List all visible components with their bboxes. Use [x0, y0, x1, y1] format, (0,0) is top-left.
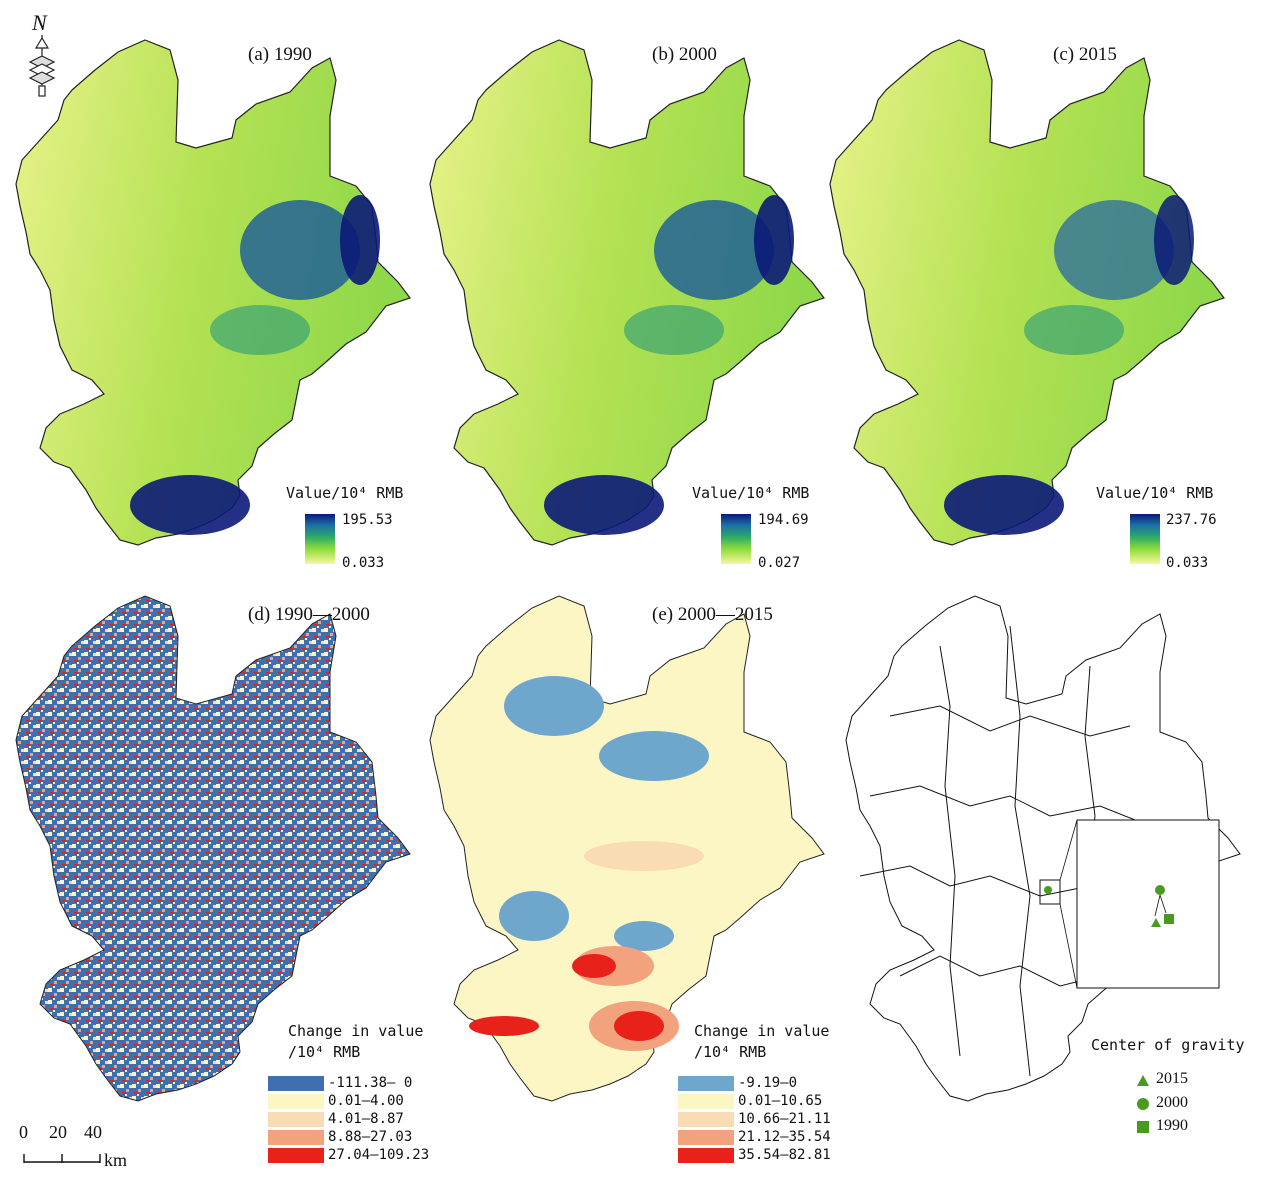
legend-gradient-b: [721, 514, 751, 564]
legend-title-f: Center of gravity: [1091, 1036, 1245, 1054]
legend-max-b: 194.69: [758, 512, 809, 528]
panel-title-e: (e) 2000—2015: [652, 604, 773, 625]
legend-title-d-1: Change in value: [288, 1022, 424, 1040]
inset-point-2000: [1155, 885, 1165, 895]
legend-max-c: 237.76: [1166, 512, 1217, 528]
map-b-2000: [429, 39, 825, 546]
scale-label-0: 0: [19, 1122, 28, 1142]
inset-box: [1039, 819, 1220, 989]
legend-swatch: [268, 1148, 324, 1163]
legend-swatch: [268, 1130, 324, 1145]
legend-max-a: 195.53: [342, 512, 393, 528]
legend-item-1990: 1990: [1136, 1117, 1236, 1137]
square-icon: [1137, 1121, 1149, 1133]
legend-title-e-2: /10⁴ RMB: [694, 1043, 767, 1061]
legend-classes-e: -9.19—0 0.01—10.65 10.66—21.11 21.12—35.…: [678, 1075, 858, 1166]
panel-title-c: (c) 2015: [1053, 44, 1117, 65]
legend-swatch: [268, 1112, 324, 1127]
triangle-icon: [1137, 1075, 1149, 1086]
legend-classes-d: -111.38— 0 0.01—4.00 4.01—8.87 8.88—27.0…: [268, 1075, 448, 1166]
legend-swatch: [268, 1094, 324, 1109]
inset-point-1990: [1164, 914, 1174, 924]
legend-label: 27.04—109.23: [328, 1147, 430, 1163]
legend-min-b: 0.027: [758, 555, 801, 571]
legend-title-c: Value/10⁴ RMB: [1096, 484, 1214, 502]
legend-gradient-a: [305, 514, 335, 564]
legend-label: 21.12—35.54: [738, 1129, 831, 1145]
legend-swatch: [678, 1148, 734, 1163]
legend-label: 10.66—21.11: [738, 1111, 831, 1127]
inset-point-2015: [1151, 918, 1161, 927]
legend-label: 0.01—10.65: [738, 1093, 823, 1109]
scale-unit: km: [104, 1150, 128, 1170]
legend-title-d-2: /10⁴ RMB: [288, 1043, 361, 1061]
circle-icon: [1137, 1098, 1149, 1110]
panel-title-a: (a) 1990: [248, 44, 312, 65]
legend-min-c: 0.033: [1166, 555, 1209, 571]
legend-swatch: [268, 1076, 324, 1091]
legend-swatch: [678, 1130, 734, 1145]
map-c-2015: [829, 39, 1225, 546]
legend-label: -9.19—0: [738, 1075, 798, 1091]
legend-label: -111.38— 0: [328, 1075, 413, 1091]
legend-swatch: [678, 1076, 734, 1091]
map-a-1990: [15, 39, 411, 546]
legend-label: 35.54—82.81: [738, 1147, 831, 1163]
legend-item-2000: 2000: [1136, 1094, 1236, 1114]
legend-title-e-1: Change in value: [694, 1022, 830, 1040]
north-label: N: [32, 10, 47, 35]
legend-label: 4.01—8.87: [328, 1111, 404, 1127]
legend-label: 2000: [1156, 1094, 1188, 1111]
legend-label: 1990: [1156, 1117, 1188, 1134]
scale-bar: [23, 1154, 101, 1163]
legend-title-b: Value/10⁴ RMB: [692, 484, 810, 502]
legend-title-a: Value/10⁴ RMB: [286, 484, 404, 502]
map-f-center-of-gravity: [845, 595, 1241, 1102]
scale-label-20: 20: [49, 1122, 67, 1142]
legend-label: 0.01—4.00: [328, 1093, 404, 1109]
map-e-change-2000-2015: [429, 595, 825, 1102]
legend-label: 8.88—27.03: [328, 1129, 413, 1145]
legend-min-a: 0.033: [342, 555, 385, 571]
legend-label: 2015: [1156, 1070, 1188, 1087]
north-arrow-icon: [28, 35, 56, 97]
legend-item-2015: 2015: [1136, 1070, 1236, 1090]
scale-label-40: 40: [84, 1122, 102, 1142]
legend-gradient-c: [1130, 514, 1160, 564]
legend-swatch: [678, 1112, 734, 1127]
panel-title-b: (b) 2000: [652, 44, 717, 65]
panel-title-d: (d) 1990—2000: [248, 604, 370, 625]
legend-swatch: [678, 1094, 734, 1109]
